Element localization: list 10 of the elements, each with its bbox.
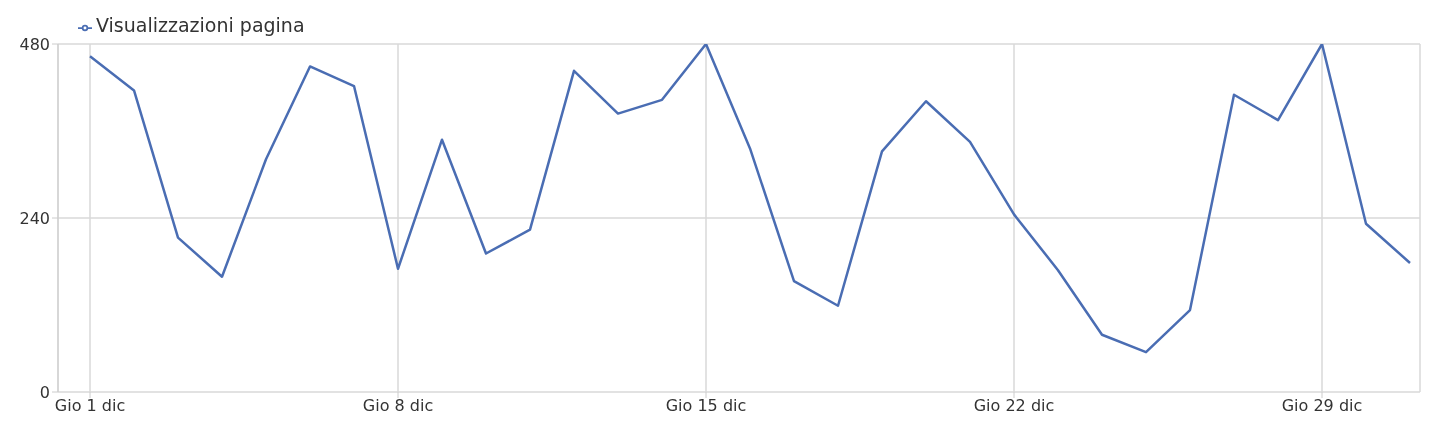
y-tick-label: 480 xyxy=(19,34,50,54)
x-tick-label: Gio 1 dic xyxy=(54,396,126,416)
y-tick-label: 240 xyxy=(19,208,50,228)
x-tick-label: Gio 29 dic xyxy=(1281,396,1363,416)
x-tick-label: Gio 15 dic xyxy=(665,396,747,416)
x-tick-label: Gio 8 dic xyxy=(362,396,434,416)
x-tick-label: Gio 22 dic xyxy=(973,396,1055,416)
line-series xyxy=(88,44,1412,354)
y-tick-label: 0 xyxy=(39,382,50,402)
legend-label: Visualizzazioni pagina xyxy=(96,14,305,36)
